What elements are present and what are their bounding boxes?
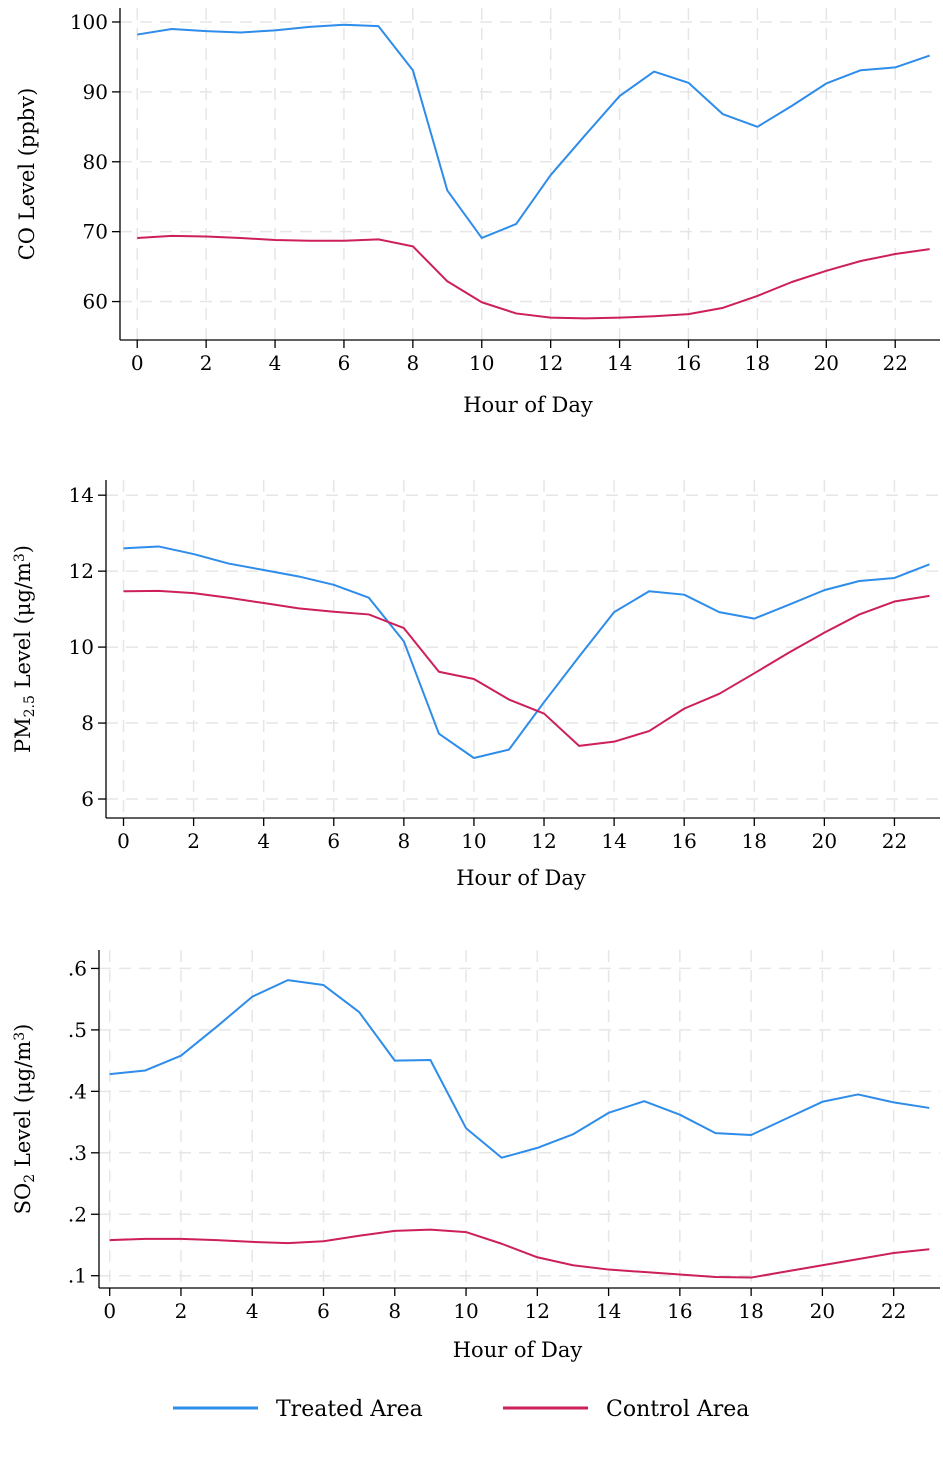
x-axis-title: Hour of Day [463,393,593,417]
legend-treated-label: Treated Area [276,1397,423,1422]
y-tick-label: 12 [69,559,94,583]
x-tick-label: 4 [246,1299,259,1323]
x-tick-label: 12 [525,1299,550,1323]
y-tick-label: 90 [83,80,108,104]
x-tick-label: 22 [882,829,907,853]
y-axis-title-subscript: 2 [22,1174,38,1183]
y-axis-title-superscript: 3 [12,1032,28,1041]
x-tick-label: 2 [187,829,200,853]
series-line-control [137,234,930,320]
x-tick-label: 10 [469,351,494,375]
x-tick-label: 20 [814,351,839,375]
x-tick-label: 20 [810,1299,835,1323]
series-line-treated [123,545,930,759]
x-tick-label: 12 [538,351,563,375]
x-tick-label: 16 [667,1299,692,1323]
x-tick-label: 8 [397,829,410,853]
y-tick-label: 70 [83,220,108,244]
x-tick-label: 14 [607,351,632,375]
series-line-control [109,1228,930,1279]
x-tick-label: 18 [738,1299,763,1323]
x-tick-label: 2 [200,351,213,375]
x-tick-label: 10 [461,829,486,853]
series-line-control [123,589,930,747]
series-line-treated [137,23,930,239]
chart-panel-2: 0 2 4 6 8 10 12 14 16 18 20 22 6 8 10 12 14 Hour of Day PM… [11,480,940,890]
y-tick-label: .6 [68,956,87,980]
y-tick-label: 10 [69,635,94,659]
x-tick-label: 10 [453,1299,478,1323]
x-tick-label: 18 [742,829,767,853]
x-tick-label: 8 [388,1299,401,1323]
series-line-treated [109,979,930,1159]
legend-control-label: Control Area [606,1397,749,1422]
x-tick-label: 2 [175,1299,188,1323]
y-axis-title-text: SO [11,1183,35,1215]
y-axis-title-subscript: 2.5 [22,695,38,717]
x-tick-label: 14 [601,829,626,853]
y-tick-label: 14 [69,483,94,507]
x-tick-label: 16 [676,351,701,375]
x-tick-label: 4 [257,829,270,853]
y-tick-label: 100 [70,10,108,34]
y-axis-title: PM2.5 Level (μg/m3) [11,545,38,753]
y-tick-label: 80 [83,150,108,174]
x-axis-title: Hour of Day [456,866,586,890]
y-tick-label: .1 [68,1264,87,1288]
x-tick-label: 14 [596,1299,621,1323]
y-axis-title-text: Level (μg/m [11,562,35,695]
y-tick-label: 6 [81,787,94,811]
x-tick-label: 0 [117,829,130,853]
x-tick-label: 6 [338,351,351,375]
x-tick-label: 18 [745,351,770,375]
x-axis-title: Hour of Day [453,1338,583,1362]
legend: Treated Area Control Area [173,1397,749,1422]
x-tick-label: 20 [812,829,837,853]
y-tick-label: .4 [68,1079,87,1103]
x-tick-label: 8 [406,351,419,375]
y-axis-title: SO2 Level (μg/m3) [11,1024,38,1215]
x-tick-label: 6 [327,829,340,853]
chart-panel-3: 0 2 4 6 8 10 12 14 16 18 20 22 .1 .2 .3 .4 .5 .6 Hour of D… [11,950,940,1362]
x-tick-label: 4 [269,351,282,375]
y-tick-label: .3 [68,1141,87,1165]
x-tick-label: 6 [317,1299,330,1323]
y-axis-title: CO Level (ppbv) [15,88,39,261]
y-tick-label: 60 [83,290,108,314]
y-axis-title-superscript: 3 [12,553,28,562]
x-tick-label: 16 [671,829,696,853]
chart-panel-1: 0 2 4 6 8 10 12 14 16 18 20 22 60 70 80 90 100 Hour of Da… [15,8,940,417]
y-axis-title-text: ) [11,545,35,553]
y-tick-label: .2 [68,1202,87,1226]
y-tick-label: 8 [81,711,94,735]
x-tick-label: 22 [881,1299,906,1323]
y-axis-title-text: PM [11,717,35,753]
x-tick-label: 12 [531,829,556,853]
x-tick-label: 22 [882,351,907,375]
x-tick-label: 0 [131,351,144,375]
y-axis-title-text: ) [11,1024,35,1032]
y-axis-title-text: Level (μg/m [11,1041,35,1174]
y-tick-label: .5 [68,1018,87,1042]
x-tick-label: 0 [103,1299,116,1323]
